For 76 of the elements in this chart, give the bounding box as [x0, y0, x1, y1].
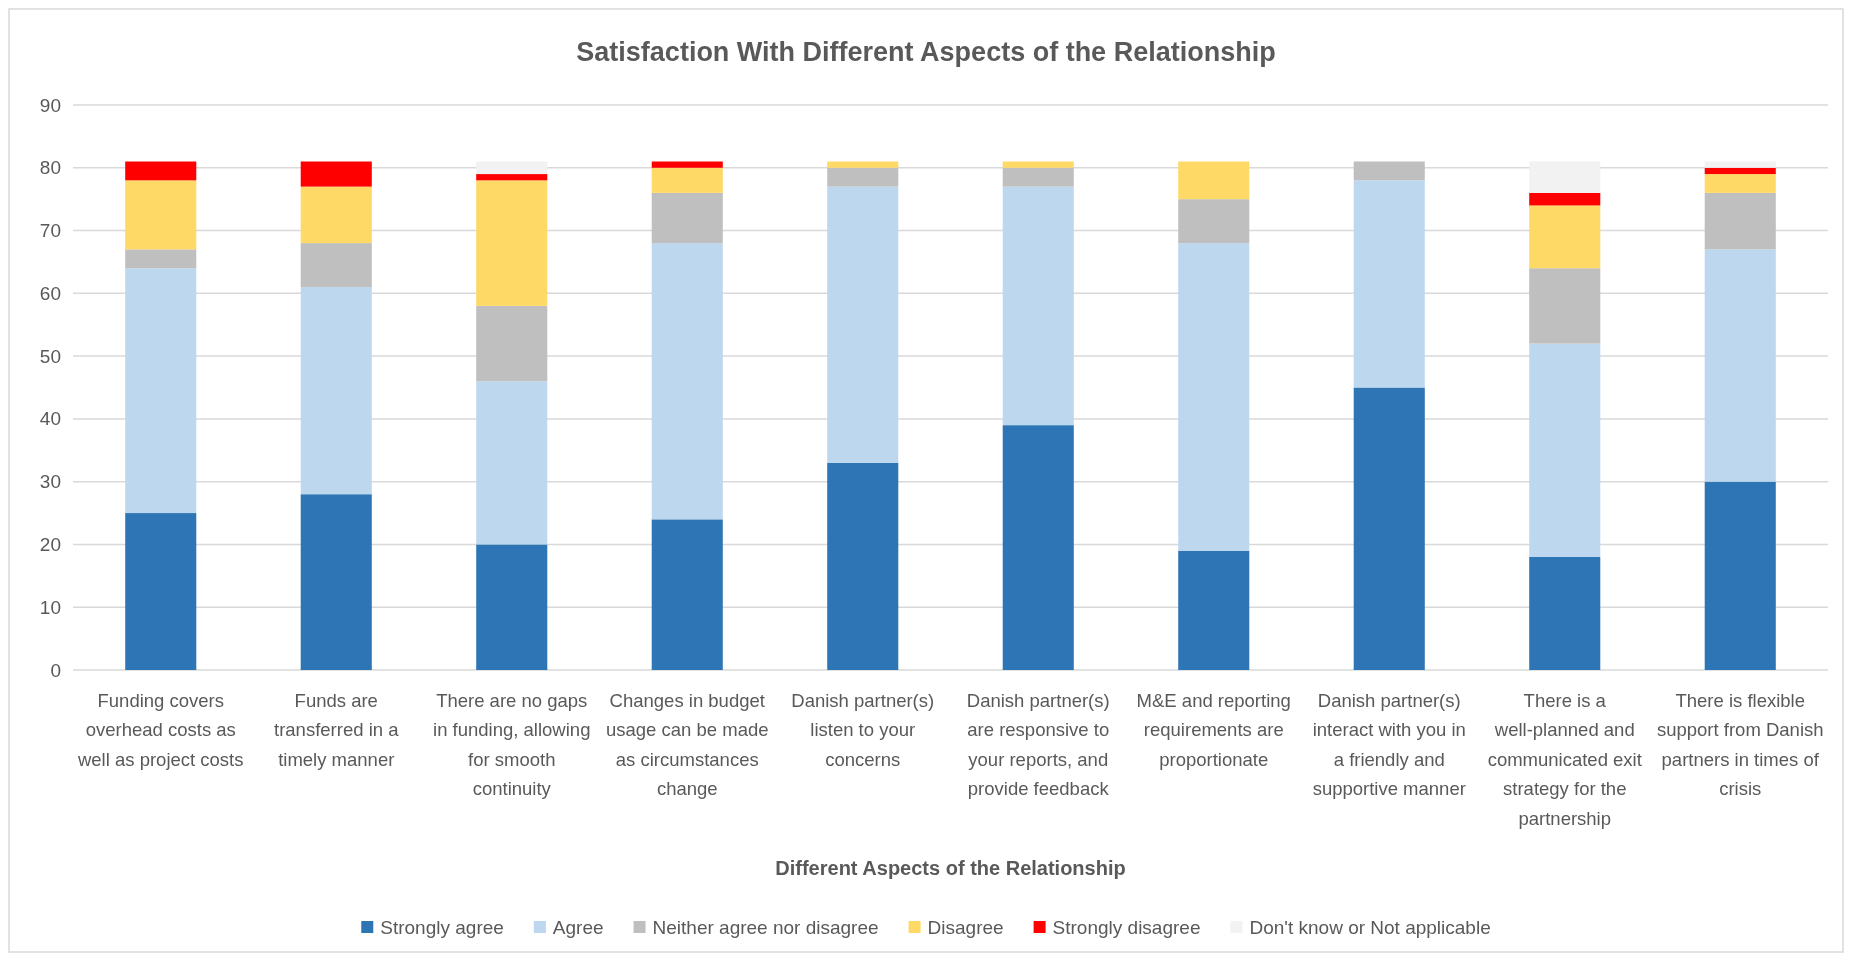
legend-label: Disagree [927, 916, 1004, 938]
x-tick-label: There is flexible support from Danish partners in times of crisis [1656, 689, 1824, 799]
x-tick-label: There are no gaps in funding, allowing for smooth continuity [433, 689, 591, 799]
bar [1529, 343, 1601, 557]
bar [1704, 161, 1776, 168]
bar [1704, 174, 1776, 193]
bar [1178, 161, 1250, 200]
bar [1529, 268, 1601, 344]
bar [651, 167, 723, 193]
x-tick-label: Danish partner(s) are responsive to your reports, and provide feedback [966, 689, 1110, 799]
legend-label: Strongly agree [380, 916, 504, 938]
x-tick-label: Funding covers overhead costs as well as project costs [76, 689, 244, 770]
bar [651, 243, 723, 520]
bar [125, 268, 197, 514]
y-tick-label: 90 [39, 94, 61, 116]
bar [1178, 550, 1250, 670]
chart-title: Satisfaction With Different Aspects of the Relationship [576, 37, 1276, 67]
bar [1704, 167, 1776, 175]
bar [651, 519, 723, 670]
bar [1353, 180, 1425, 388]
bar [1002, 425, 1074, 670]
bar [476, 305, 548, 382]
bar [827, 167, 899, 187]
y-tick-label: 40 [39, 408, 61, 430]
y-tick-label: 80 [39, 157, 61, 179]
x-axis-title: Different Aspects of the Relationship [775, 857, 1126, 879]
bar [1353, 387, 1425, 670]
bar [1353, 161, 1425, 181]
x-tick-label: Funds are transferred in a timely manner [274, 689, 400, 770]
bar [300, 186, 372, 244]
bar [1178, 199, 1250, 244]
bar [1704, 481, 1776, 670]
bar [1178, 243, 1250, 551]
y-tick-label: 10 [39, 596, 61, 618]
bar [1529, 557, 1601, 670]
bar [827, 462, 899, 670]
bar [300, 243, 372, 288]
y-tick-label: 60 [39, 282, 61, 304]
x-tick-label: Changes in budget usage can be made as circumstances change [605, 689, 769, 799]
bar [1529, 161, 1601, 193]
bar [476, 381, 548, 545]
y-tick-label: 0 [50, 659, 61, 681]
x-tick-label: Danish partner(s) interact with you in a friendly and supportive manner [1312, 689, 1466, 799]
bar [1704, 249, 1776, 482]
bar [125, 513, 197, 670]
bar [1529, 192, 1601, 206]
bar [300, 287, 372, 495]
bar [651, 192, 723, 244]
legend-label: Don't know or Not applicable [1249, 916, 1491, 938]
bar [125, 161, 197, 181]
x-tick-label: M&E and reporting requirements are proportionate [1136, 689, 1291, 770]
bar [1704, 192, 1776, 250]
bar [1002, 161, 1074, 168]
bar [1529, 205, 1601, 269]
bar [1002, 167, 1074, 187]
y-tick-label: 70 [39, 220, 61, 242]
x-tick-label: There is a well-planned and communicated exit strategy for the partnership [1487, 689, 1642, 829]
y-tick-label: 20 [39, 533, 61, 555]
legend-label: Agree [552, 916, 604, 938]
y-tick-label: 30 [39, 471, 61, 493]
bar [476, 180, 548, 306]
bar [651, 161, 723, 168]
bar [827, 161, 899, 168]
y-tick-label: 50 [39, 345, 61, 367]
bar [125, 180, 197, 250]
bar [300, 161, 372, 187]
bar [476, 544, 548, 670]
legend-label: Neither agree nor disagree [652, 916, 879, 938]
bar [476, 174, 548, 181]
bar [300, 494, 372, 670]
bar [476, 161, 548, 175]
legend-label: Strongly disagree [1052, 916, 1201, 938]
x-tick-label: Danish partner(s) listen to your concerns [791, 689, 935, 770]
bar [1002, 186, 1074, 426]
bar [125, 249, 197, 269]
bar [827, 186, 899, 463]
